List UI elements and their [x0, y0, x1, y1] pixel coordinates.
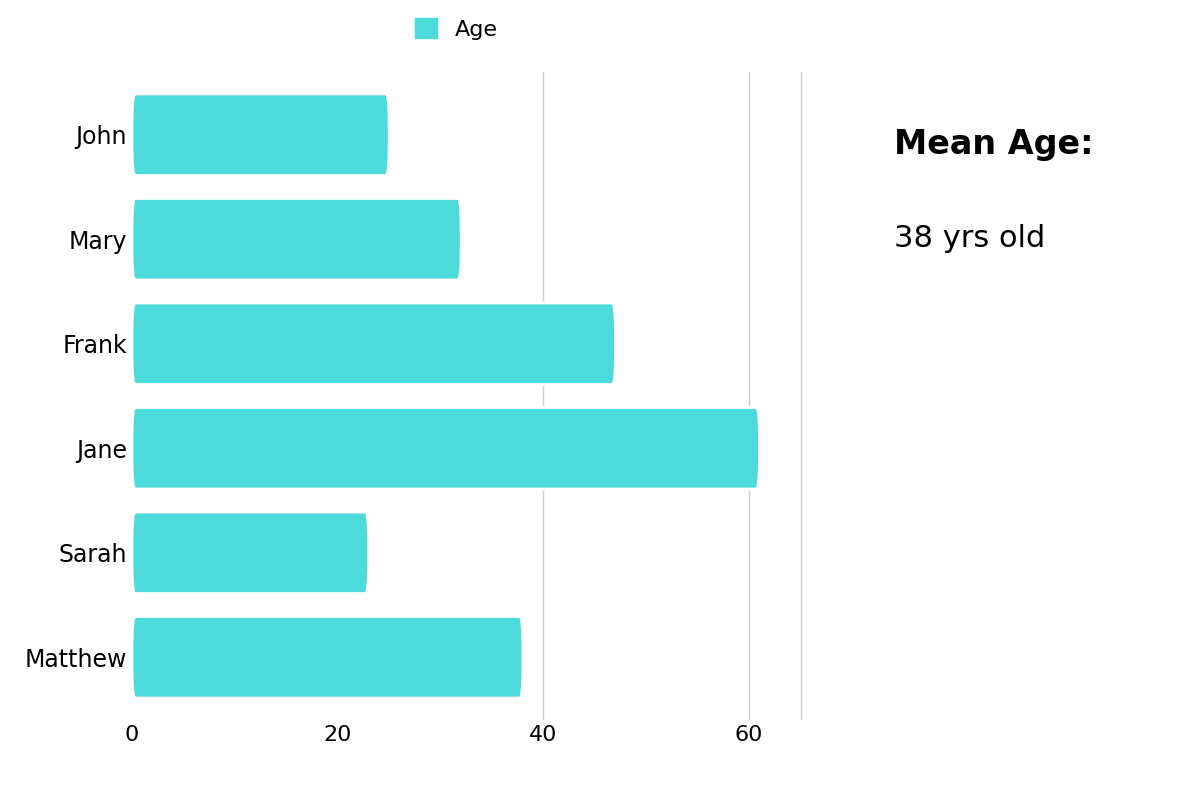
FancyBboxPatch shape: [132, 407, 760, 489]
Text: Mean Age:: Mean Age:: [894, 128, 1093, 161]
Text: 38 yrs old: 38 yrs old: [894, 224, 1045, 253]
FancyBboxPatch shape: [132, 303, 616, 385]
FancyBboxPatch shape: [132, 617, 523, 698]
FancyBboxPatch shape: [132, 512, 368, 594]
FancyBboxPatch shape: [132, 198, 461, 280]
Legend: Age: Age: [414, 18, 498, 40]
FancyBboxPatch shape: [132, 94, 389, 175]
